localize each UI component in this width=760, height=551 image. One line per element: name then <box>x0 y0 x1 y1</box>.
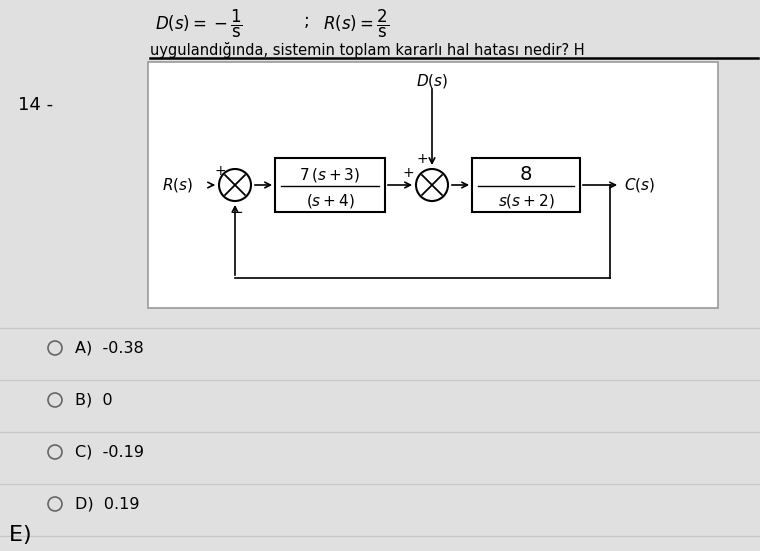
Text: $8$: $8$ <box>519 166 533 184</box>
Text: $;$: $;$ <box>303 12 309 30</box>
Text: $7\,(s+3)$: $7\,(s+3)$ <box>299 166 360 184</box>
Text: +: + <box>214 164 226 178</box>
Text: $D(s)=-\dfrac{1}{\mathrm{s}}$: $D(s)=-\dfrac{1}{\mathrm{s}}$ <box>155 8 243 40</box>
Text: $\mathsf{E)}$: $\mathsf{E)}$ <box>8 523 31 547</box>
Text: $(s+4)$: $(s+4)$ <box>306 192 354 210</box>
Text: $D(s)$: $D(s)$ <box>416 72 448 90</box>
Text: C)  -0.19: C) -0.19 <box>75 445 144 460</box>
Text: +: + <box>402 166 413 180</box>
Text: $C(s)$: $C(s)$ <box>624 176 655 194</box>
Text: B)  0: B) 0 <box>75 392 112 408</box>
Text: A)  -0.38: A) -0.38 <box>75 341 144 355</box>
Text: uygulandığında, sistemin toplam kararlı hal hatası nedir? H: uygulandığında, sistemin toplam kararlı … <box>150 42 584 58</box>
Text: +: + <box>416 152 428 166</box>
Text: $s(s+2)$: $s(s+2)$ <box>498 192 555 210</box>
Text: $R(s)$: $R(s)$ <box>162 176 193 194</box>
Text: 14 -: 14 - <box>18 96 53 114</box>
Text: −: − <box>230 205 243 220</box>
Text: D)  0.19: D) 0.19 <box>75 496 140 511</box>
Bar <box>275 158 385 212</box>
Bar <box>148 62 718 308</box>
Bar <box>472 158 580 212</box>
Text: $R(s)=\dfrac{2}{\mathrm{s}}$: $R(s)=\dfrac{2}{\mathrm{s}}$ <box>323 8 389 40</box>
